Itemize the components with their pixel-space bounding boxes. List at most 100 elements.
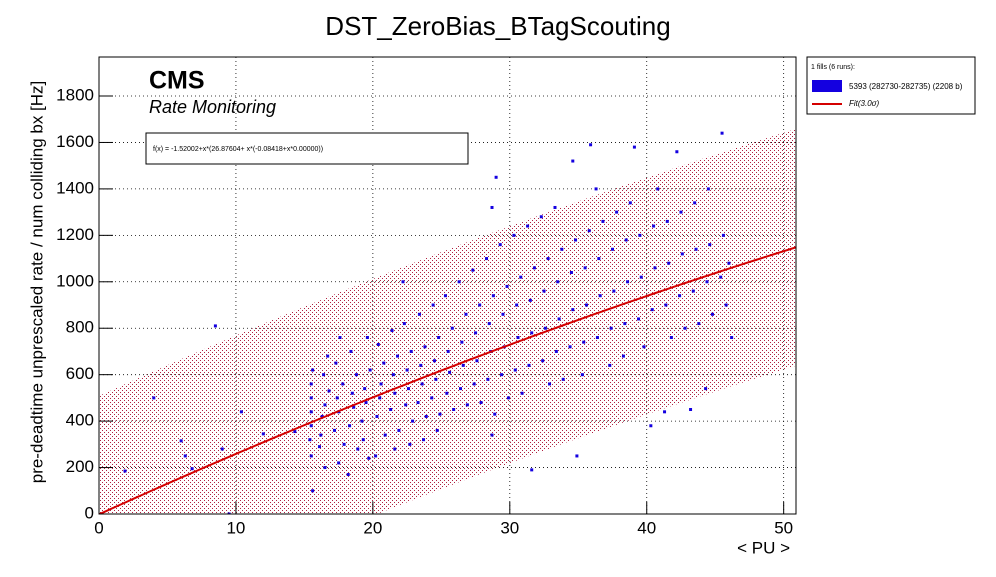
data-point bbox=[710, 312, 714, 316]
legend-fit-label: Fit(3.0σ) bbox=[849, 99, 879, 108]
data-point bbox=[416, 401, 420, 405]
data-point bbox=[390, 329, 394, 333]
data-point bbox=[557, 317, 561, 321]
data-point bbox=[452, 408, 456, 412]
legend: 1 fills (6 runs): 5393 (282730-282735) (… bbox=[806, 56, 976, 115]
data-point bbox=[490, 205, 494, 209]
data-point bbox=[411, 419, 415, 423]
data-point bbox=[553, 205, 557, 209]
data-point bbox=[487, 322, 491, 326]
x-tick-label: 30 bbox=[500, 518, 519, 537]
data-point bbox=[626, 280, 630, 284]
logo-text: CMS bbox=[149, 67, 205, 95]
data-point bbox=[589, 143, 593, 147]
data-point bbox=[383, 433, 387, 437]
data-point bbox=[461, 363, 465, 367]
data-point bbox=[598, 294, 602, 298]
y-tick-label: 1600 bbox=[56, 132, 94, 151]
data-point bbox=[309, 424, 313, 428]
data-point bbox=[637, 317, 641, 321]
data-point bbox=[583, 266, 587, 270]
data-point bbox=[569, 270, 573, 274]
data-point bbox=[501, 312, 505, 316]
data-point bbox=[311, 368, 315, 372]
data-point bbox=[580, 373, 584, 377]
data-point bbox=[490, 433, 494, 437]
data-point bbox=[475, 359, 479, 363]
data-point bbox=[323, 403, 327, 407]
data-point bbox=[568, 345, 572, 349]
data-point bbox=[527, 363, 531, 367]
data-point bbox=[512, 233, 516, 237]
data-point bbox=[341, 382, 345, 386]
data-point bbox=[401, 280, 405, 284]
data-point bbox=[334, 361, 338, 365]
data-point bbox=[376, 342, 380, 346]
data-point bbox=[582, 340, 586, 344]
x-axis-label: < PU > bbox=[737, 538, 790, 557]
data-point bbox=[220, 447, 224, 451]
data-point bbox=[379, 382, 383, 386]
data-point bbox=[724, 303, 728, 307]
data-point bbox=[493, 412, 497, 416]
data-point bbox=[342, 442, 346, 446]
data-point bbox=[706, 187, 710, 191]
data-point bbox=[213, 324, 217, 328]
chart-title: DST_ZeroBias_BTagScouting bbox=[325, 11, 670, 41]
data-point bbox=[494, 175, 498, 179]
data-point bbox=[663, 410, 667, 414]
data-point bbox=[597, 257, 601, 261]
y-tick-label: 600 bbox=[66, 364, 94, 383]
data-point bbox=[450, 326, 454, 330]
data-point bbox=[575, 454, 579, 458]
y-tick-label: 1400 bbox=[56, 178, 94, 197]
data-point bbox=[612, 289, 616, 293]
x-tick-label: 10 bbox=[226, 518, 245, 537]
data-point bbox=[697, 322, 701, 326]
data-point bbox=[367, 456, 371, 460]
data-point bbox=[308, 438, 312, 442]
data-point bbox=[678, 294, 682, 298]
data-point bbox=[472, 382, 476, 386]
data-point bbox=[420, 382, 424, 386]
data-point bbox=[727, 261, 731, 265]
data-point bbox=[417, 312, 421, 316]
data-point bbox=[326, 354, 330, 358]
data-point bbox=[405, 368, 409, 372]
data-point bbox=[465, 403, 469, 407]
data-point bbox=[519, 275, 523, 279]
data-point bbox=[516, 336, 520, 340]
data-point bbox=[667, 261, 671, 265]
legend-swatch bbox=[812, 80, 842, 92]
data-point bbox=[152, 396, 156, 400]
data-point bbox=[530, 468, 534, 472]
data-point bbox=[323, 466, 327, 470]
data-point bbox=[705, 280, 709, 284]
y-tick-label: 1800 bbox=[56, 85, 94, 104]
data-point bbox=[571, 308, 575, 312]
data-point bbox=[406, 387, 410, 391]
data-point bbox=[632, 145, 636, 149]
data-point bbox=[350, 391, 354, 395]
data-point bbox=[679, 210, 683, 214]
data-point bbox=[378, 396, 382, 400]
data-point bbox=[638, 233, 642, 237]
data-point bbox=[505, 284, 509, 288]
data-point bbox=[346, 473, 350, 477]
y-axis-label: pre-deadtime unprescaled rate / num coll… bbox=[27, 81, 46, 484]
x-tick-label: 40 bbox=[637, 518, 656, 537]
data-point bbox=[656, 187, 660, 191]
fit-label: f(x) = -1.52002+x*(26.87604+ x*(-0.08418… bbox=[153, 146, 323, 153]
data-point bbox=[491, 294, 495, 298]
data-point bbox=[190, 467, 194, 471]
data-point bbox=[352, 405, 356, 409]
data-point bbox=[532, 266, 536, 270]
data-point bbox=[639, 275, 643, 279]
data-point bbox=[327, 389, 331, 393]
data-point bbox=[649, 424, 653, 428]
data-point bbox=[730, 336, 734, 340]
data-point bbox=[560, 247, 564, 251]
data-point bbox=[675, 150, 679, 154]
data-point bbox=[423, 345, 427, 349]
data-point bbox=[689, 408, 693, 412]
